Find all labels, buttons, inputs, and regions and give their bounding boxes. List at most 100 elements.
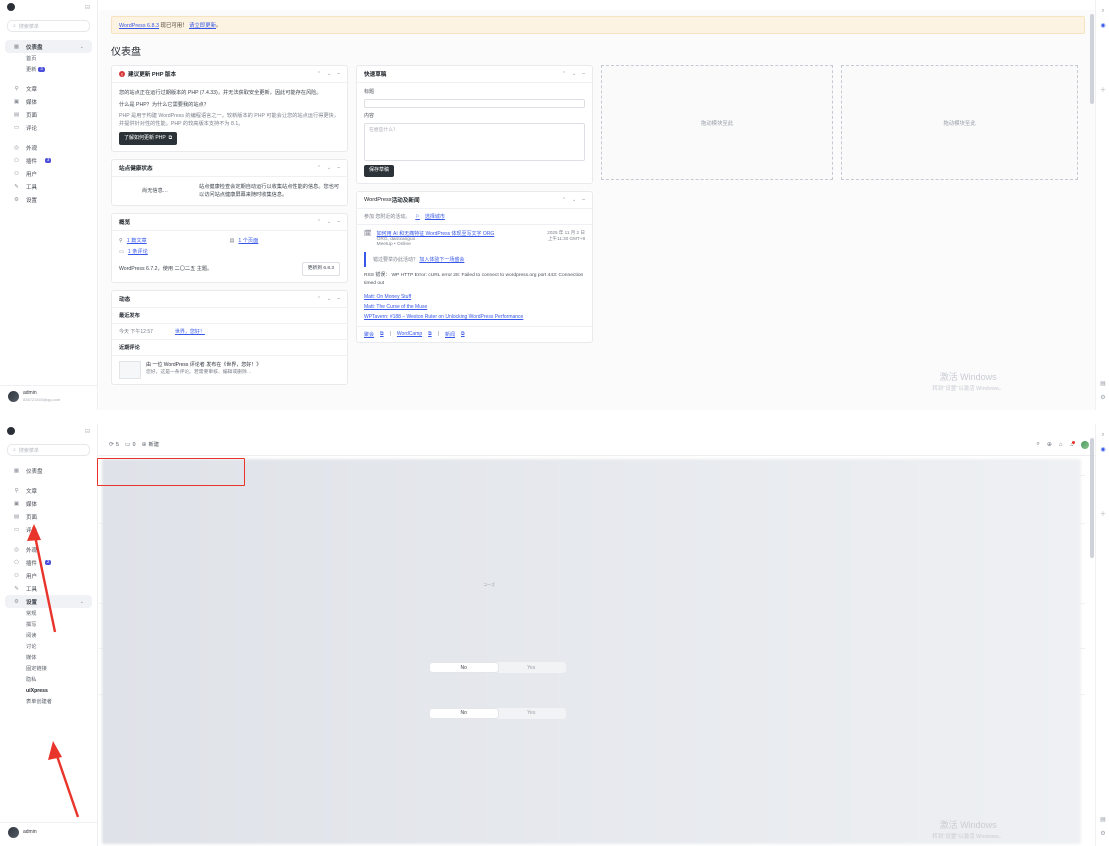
sidebar-item-pages[interactable]: ▤ 页面 [5, 108, 92, 121]
sidebar-subitem-form-builder[interactable]: 表单创建者 [0, 696, 97, 707]
sidebar-subitem-media[interactable]: 媒体 [0, 652, 97, 663]
sidebar-item-dashboard[interactable]: ▦ 仪表盘 ⌄ [5, 40, 92, 53]
sidebar-item-tools[interactable]: ✎ 工具 [5, 180, 92, 193]
rail-add-icon[interactable]: ＋ [1099, 511, 1106, 518]
chevron-up-icon[interactable]: ⌃ [316, 295, 322, 302]
event-title[interactable]: 如何用 AI 和无痛特征 WordPress 体现至写文字 ORG [376, 231, 495, 238]
update-version-button[interactable]: 更新到 6.8.3 [301, 262, 340, 276]
update-now-link[interactable]: 请立即更新 [189, 23, 216, 29]
chevron-up-icon[interactable]: ⌃ [316, 219, 322, 226]
sidebar-item-appearance[interactable]: ◎ 外观 [5, 141, 92, 154]
next-event-link[interactable]: 加入体验下一场盛会 [419, 257, 465, 264]
chevron-down-icon[interactable]: ⌄ [327, 219, 332, 226]
drop-zone-3[interactable]: 拖动模块至此 [601, 65, 833, 180]
sidebar-item-users[interactable]: ⚇ 用户 [5, 569, 92, 582]
plus-circle-icon[interactable]: ⊕ [141, 442, 147, 448]
sidebar-item-posts[interactable]: ⚲ 文章 [5, 484, 92, 497]
sidebar-item-plugins[interactable]: ⬠ 插件 2 [5, 556, 92, 569]
overview-stat-pages[interactable]: ▤ 1 个页面 [230, 237, 341, 245]
chevron-down-icon[interactable]: ⌄ [79, 598, 84, 605]
new-button-label[interactable]: 新建 [148, 442, 159, 448]
chevron-up-icon[interactable]: ⌃ [316, 71, 322, 77]
chevron-down-icon[interactable]: ⌄ [572, 71, 577, 77]
sidebar-item-media[interactable]: ▣ 媒体 [5, 95, 92, 108]
search-icon[interactable]: ⌕ [1036, 441, 1040, 447]
chevron-up-icon[interactable]: ⌃ [316, 165, 322, 171]
sidebar-search-input[interactable]: ⌕ 搜索菜单 [7, 444, 90, 456]
sidebar-collapse-icon[interactable]: ⊟ [84, 428, 90, 435]
sidebar-item-pages[interactable]: ▤ 页面 [5, 510, 92, 523]
sidebar-subitem-discussion[interactable]: 讨论 [0, 641, 97, 652]
sidebar-item-users[interactable]: ⚇ 用户 [5, 167, 92, 180]
login-image-card[interactable]: コーズ [102, 459, 1081, 844]
rail-gear-icon[interactable]: ⚙ [1100, 394, 1106, 401]
chevron-down-icon[interactable]: ⌄ [572, 197, 577, 204]
news-link[interactable]: WPTavern: #188 – Weston Ruter on Unlocki… [364, 313, 524, 320]
vertical-scrollbar-thumb[interactable] [1090, 14, 1094, 104]
toggle-option-yes[interactable]: Yes [527, 664, 536, 671]
rail-help-icon[interactable]: ◉ [1100, 446, 1106, 453]
sidebar-subitem-writing[interactable]: 撰写 [0, 619, 97, 630]
chevron-down-icon[interactable]: ⌄ [327, 295, 332, 302]
news-link[interactable]: Matt: The Curse of the Muse [364, 303, 428, 310]
activity-post-link[interactable]: 世界，您好！ [174, 328, 205, 335]
sidebar-item-appearance[interactable]: ◎ 外观 [5, 543, 92, 556]
sidebar-subitem-uixpress[interactable]: uiXpress [0, 685, 97, 696]
minimize-icon[interactable]: ‒ [337, 165, 340, 171]
sidebar-item-posts[interactable]: ⚲ 文章 [5, 82, 92, 95]
rail-gear-icon[interactable]: ⚙ [1100, 830, 1106, 837]
toggle-enable-turnstyle[interactable]: No Yes [429, 707, 566, 719]
chevron-down-icon[interactable]: ⌄ [327, 71, 332, 77]
footer-link-news[interactable]: 新闻 [445, 331, 456, 338]
minimize-icon[interactable]: ‒ [337, 219, 340, 226]
footer-link-wordcamp[interactable]: WordCamp [396, 331, 423, 338]
sidebar-item-media[interactable]: ▣ 媒体 [5, 497, 92, 510]
draft-content-textarea[interactable]: 在想些什么？ [364, 122, 585, 161]
minimize-icon[interactable]: ‒ [582, 197, 585, 204]
sidebar-item-comments[interactable]: ▭ 评论 [5, 121, 92, 134]
overview-stat-posts[interactable]: ⚲ 1 篇文章 [119, 237, 230, 245]
vertical-scrollbar-thumb[interactable] [1090, 438, 1094, 558]
avatar[interactable] [1081, 440, 1089, 449]
sidebar-subitem-general[interactable]: 常规 [0, 608, 97, 619]
toggle-option-no[interactable]: No [430, 708, 498, 718]
sidebar-subitem-reading[interactable]: 阅读 [0, 630, 97, 641]
wordpress-version-link[interactable]: WordPress 6.8.3 [119, 23, 160, 29]
minimize-icon[interactable]: ‒ [582, 71, 585, 77]
drop-zone-4[interactable]: 拖动模块至此 [841, 65, 1078, 180]
chevron-down-icon[interactable]: ⌄ [79, 43, 84, 50]
toggle-option-no[interactable]: No [430, 663, 498, 672]
rail-search-icon[interactable]: ⌕ [1101, 431, 1105, 438]
minimize-icon[interactable]: ‒ [337, 295, 340, 302]
rail-help-icon[interactable]: ◉ [1100, 22, 1106, 29]
rail-screen-icon[interactable]: ▤ [1100, 380, 1106, 387]
draft-title-input[interactable] [364, 98, 585, 108]
sidebar-subitem-home[interactable]: 首页 [0, 53, 97, 64]
sidebar-subitem-updates[interactable]: 更新 3 [0, 64, 97, 75]
sidebar-search-input[interactable]: ⌕ 搜索菜单 [7, 20, 90, 32]
minimize-icon[interactable]: ‒ [337, 71, 340, 77]
comment-bubble-icon[interactable]: ▭ [124, 442, 131, 448]
refresh-icon[interactable]: ⟳ [109, 442, 115, 448]
save-draft-button[interactable]: 保存草稿 [364, 164, 395, 178]
bell-icon[interactable]: ♫ [1069, 440, 1075, 448]
sidebar-item-settings[interactable]: ⚙ 设置 ⌄ [5, 595, 92, 608]
select-city-link[interactable]: 选择城市 [424, 214, 445, 221]
sidebar-user-profile[interactable]: admin 836721503@qq.com [0, 385, 97, 406]
sidebar-subitem-permalinks[interactable]: 固定链接 [0, 663, 97, 674]
sidebar-user-profile[interactable]: admin [0, 822, 97, 842]
footer-link-meetup[interactable]: 聚会 [364, 331, 375, 338]
sidebar-item-plugins[interactable]: ⬠ 插件 3 [5, 154, 92, 167]
toggle-hide-language-switcher[interactable]: No Yes [429, 662, 566, 673]
overview-stat-comments[interactable]: ▭ 1 条评论 [119, 248, 340, 256]
rail-add-icon[interactable]: ＋ [1099, 87, 1106, 94]
rail-search-icon[interactable]: ⌕ [1101, 7, 1105, 14]
chevron-up-icon[interactable]: ⌃ [561, 71, 567, 77]
home-icon[interactable]: ⌂ [1058, 441, 1063, 448]
sidebar-item-dashboard[interactable]: ▦ 仪表盘 [5, 464, 92, 477]
sidebar-item-comments[interactable]: ▭ 评论 [5, 523, 92, 536]
sidebar-subitem-privacy[interactable]: 隐私 [0, 674, 97, 685]
toggle-option-yes[interactable]: Yes [527, 710, 536, 716]
chevron-down-icon[interactable]: ⌄ [327, 165, 332, 171]
sidebar-collapse-icon[interactable]: ⊟ [84, 4, 90, 11]
